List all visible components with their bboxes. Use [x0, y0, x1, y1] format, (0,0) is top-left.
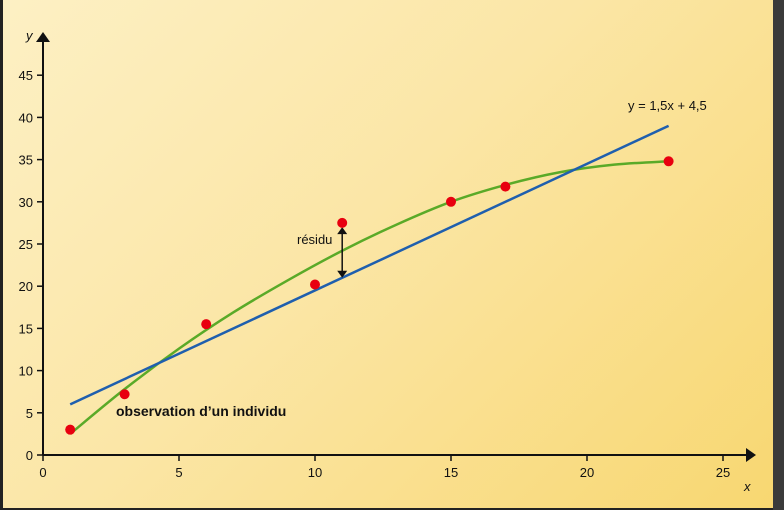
x-tick-label: 15 — [444, 465, 458, 480]
x-tick-label: 5 — [175, 465, 182, 480]
y-tick-label: 15 — [19, 321, 33, 336]
residual-label: résidu — [297, 232, 332, 247]
y-tick-label: 20 — [19, 279, 33, 294]
x-axis-arrow — [746, 448, 756, 462]
y-tick-label: 40 — [19, 110, 33, 125]
residual-arrowhead-bottom — [337, 270, 348, 278]
y-tick-label: 45 — [19, 68, 33, 83]
x-tick-label: 0 — [39, 465, 46, 480]
x-tick-label: 25 — [716, 465, 730, 480]
regression-line — [69, 124, 670, 406]
data-point — [446, 196, 456, 207]
y-tick-label: 0 — [26, 448, 33, 463]
x-tick-label: 20 — [580, 465, 594, 480]
observation-label: observation d’un individu — [116, 403, 286, 419]
y-tick-label: 35 — [19, 153, 33, 168]
x-tick-label: 10 — [308, 465, 322, 480]
regression-label: y = 1,5x + 4,5 — [628, 98, 707, 113]
y-axis-label: y — [25, 28, 34, 43]
data-point — [201, 319, 212, 330]
chart-background — [3, 0, 773, 508]
y-tick-label: 5 — [26, 406, 33, 421]
data-point — [310, 279, 320, 290]
data-point — [663, 156, 674, 167]
data-point — [500, 181, 511, 192]
y-tick-label: 25 — [19, 237, 33, 252]
residual-arrowhead-top — [337, 227, 348, 235]
y-axis-arrow — [36, 32, 50, 42]
y-tick-label: 10 — [19, 364, 33, 379]
fitted-curve — [69, 160, 669, 435]
data-point — [65, 424, 76, 435]
y-tick-label: 30 — [19, 195, 33, 210]
window-edge — [773, 0, 784, 510]
x-axis-label: x — [743, 479, 751, 494]
data-point — [119, 389, 130, 400]
data-point — [337, 217, 348, 228]
